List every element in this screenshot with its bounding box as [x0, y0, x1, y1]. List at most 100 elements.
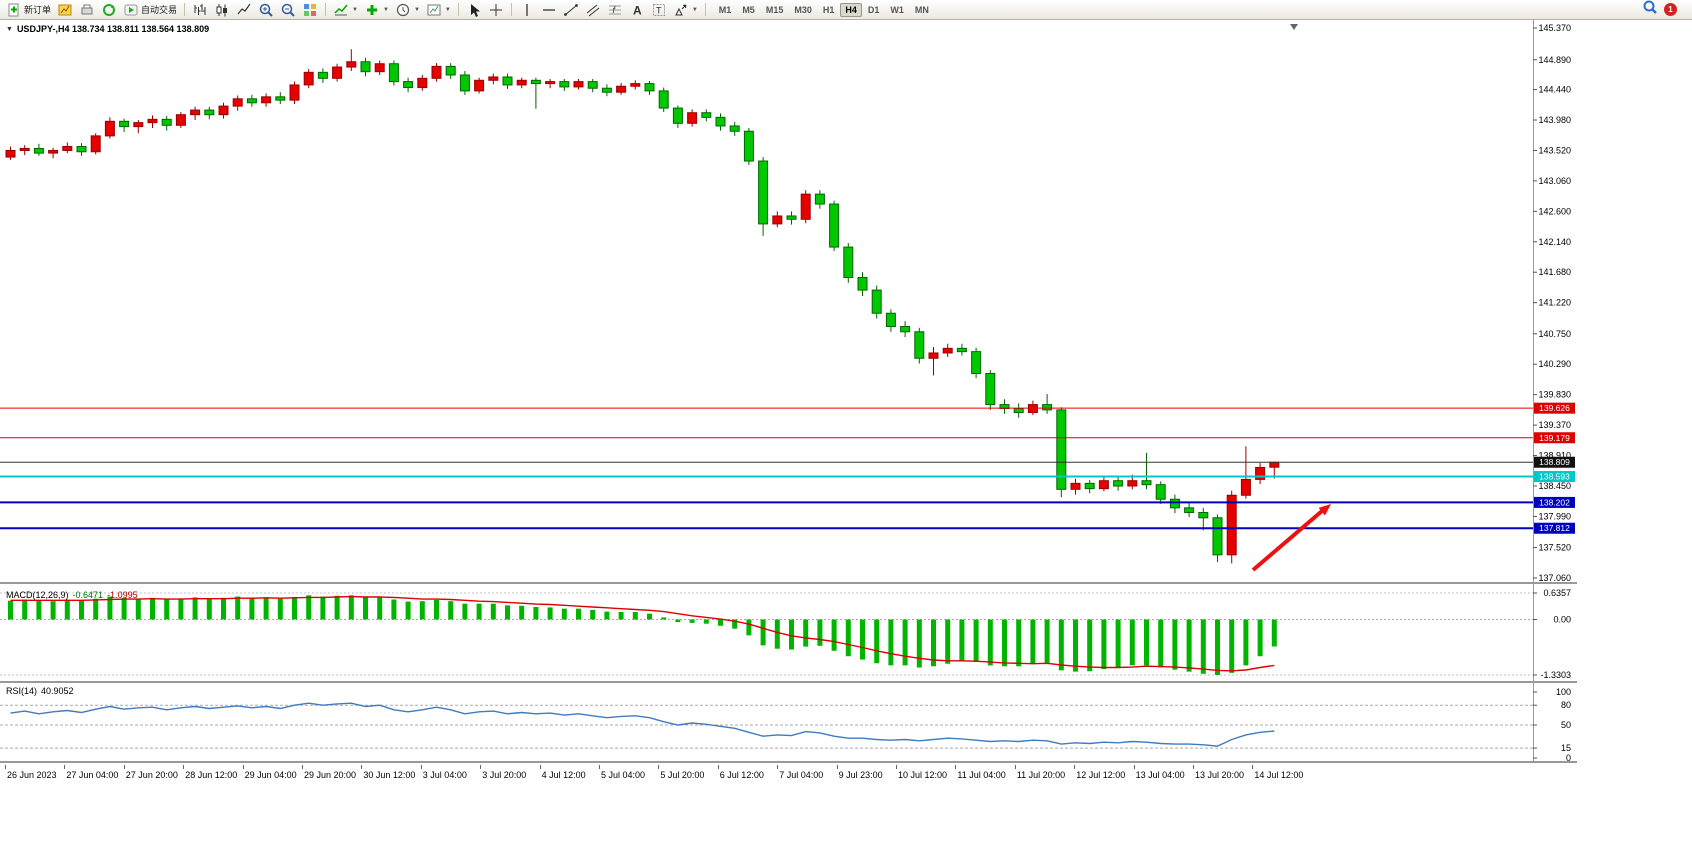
timeframe-H1-button[interactable]: H1 — [822, 4, 835, 15]
caret-down-icon: ▼ — [352, 6, 358, 13]
trend-arrow[interactable] — [1251, 504, 1331, 572]
hline-138.809[interactable]: 138.809 — [0, 456, 1575, 468]
caret-down-icon: ▼ — [413, 6, 420, 13]
channel-button[interactable] — [583, 1, 603, 18]
text-button[interactable]: A — [627, 1, 647, 18]
timeframe-H4-button[interactable]: H4 — [840, 2, 862, 17]
notification-badge[interactable]: 1 — [1664, 3, 1677, 16]
templates-icon — [427, 4, 441, 15]
time-label: 29 Jun 20:00 — [304, 770, 357, 780]
candles — [5, 49, 1280, 564]
timeframe-M5-button[interactable]: M5 — [742, 4, 755, 15]
templates-button[interactable]: ▼ — [424, 1, 453, 18]
time-label: 6 Jul 12:00 — [719, 770, 764, 780]
svg-text:100: 100 — [1556, 687, 1571, 697]
crosshair-button[interactable] — [486, 1, 506, 18]
toolbar-separator — [510, 3, 512, 16]
svg-text:138.202: 138.202 — [1539, 497, 1570, 507]
candlestick-chart-button[interactable] — [212, 1, 232, 18]
zoom-out-icon — [281, 3, 295, 17]
time-tick — [539, 765, 541, 769]
symbol-dropdown-icon[interactable]: ▼ — [6, 25, 13, 33]
line-chart-button[interactable] — [234, 1, 254, 18]
print-button[interactable] — [77, 1, 97, 18]
candlestick-chart-icon — [216, 3, 228, 16]
arrows-icon — [675, 4, 687, 15]
tile-windows-icon — [304, 3, 317, 16]
svg-text:139.370: 139.370 — [1538, 420, 1571, 430]
shift-marker-icon[interactable] — [1290, 24, 1298, 30]
trendline-button[interactable] — [561, 1, 581, 18]
toolbar-separator — [325, 3, 327, 16]
time-label: 5 Jul 04:00 — [601, 770, 646, 780]
new-order-button[interactable]: 新订单 — [4, 1, 53, 18]
cursor-button[interactable] — [464, 1, 484, 18]
search-icon — [1643, 0, 1657, 14]
timeframe-M30-button[interactable]: M30 — [794, 4, 812, 15]
indicators-button[interactable]: ▼ — [331, 1, 360, 18]
charts-window-button[interactable] — [55, 1, 75, 18]
timeframe-M15-button[interactable]: M15 — [765, 4, 784, 15]
time-tick — [1014, 765, 1016, 769]
zoom-out-button[interactable] — [278, 1, 298, 18]
zoom-in-icon — [259, 3, 273, 17]
timeframe-M1-button[interactable]: M1 — [718, 4, 732, 15]
svg-text:139.179: 139.179 — [1539, 433, 1570, 443]
svg-text:A: A — [633, 3, 642, 17]
add-indicator-button[interactable]: ▼ — [362, 1, 391, 18]
timeframe-MN-button[interactable]: MN — [914, 4, 929, 15]
time-axis[interactable]: 26 Jun 2023 27 Jun 04:00 27 Jun 20:00 28 Ju… — [0, 765, 1577, 783]
svg-text:140.750: 140.750 — [1538, 329, 1571, 339]
svg-text:139.830: 139.830 — [1538, 390, 1571, 400]
time-label: 9 Jul 23:00 — [838, 770, 883, 780]
hline-137.812[interactable]: 137.812 — [0, 522, 1575, 534]
refresh-button[interactable] — [99, 1, 119, 18]
svg-text:137.812: 137.812 — [1539, 523, 1570, 533]
svg-text:137.990: 137.990 — [1538, 511, 1571, 521]
chart-title-bar: ▼ USDJPY-,H4 138.734 138.811 138.564 138… — [6, 24, 209, 34]
time-label: 29 Jun 04:00 — [244, 770, 297, 780]
hline-138.202[interactable]: 138.202 — [0, 496, 1575, 508]
svg-text:137.520: 137.520 — [1538, 543, 1571, 553]
autotrade-button[interactable]: 自动交易 — [121, 1, 179, 18]
label-button[interactable]: T — [649, 1, 669, 18]
svg-text:142.140: 142.140 — [1538, 237, 1571, 247]
hline-139.626[interactable]: 139.626 — [0, 402, 1575, 414]
timeframe-D1-button[interactable]: D1 — [867, 4, 880, 15]
time-tick — [302, 765, 303, 769]
bar-chart-button[interactable] — [190, 1, 210, 18]
time-tick — [896, 765, 897, 769]
svg-text:15: 15 — [1561, 743, 1571, 753]
time-label: 10 Jul 12:00 — [898, 770, 948, 780]
fibonacci-button[interactable]: f — [605, 1, 625, 18]
price-chart[interactable]: 145.370 144.890 144.440 143.980 143.520 143.0… — [0, 20, 1577, 764]
search-button[interactable] — [1642, 0, 1658, 20]
price-badge — [1534, 522, 1575, 534]
time-tick — [420, 765, 422, 769]
hline-138.593[interactable]: 138.593 — [0, 471, 1575, 483]
tile-windows-button[interactable] — [300, 1, 320, 18]
svg-text:0.6357: 0.6357 — [1543, 588, 1571, 598]
time-label: 13 Jul 04:00 — [1135, 770, 1185, 780]
hline-139.179[interactable]: 139.179 — [0, 432, 1575, 444]
periods-button[interactable]: ▼ — [393, 1, 422, 18]
text-icon: A — [633, 3, 642, 17]
toolbar: 新订单 自动交易 ▼ ▼ ▼ ▼ f A T ▼ M1 M5 M15 M30 H1 H4 D1 W1 MN 1 — [0, 0, 1692, 20]
arrows-button[interactable]: ▼ — [671, 1, 700, 18]
vertical-line-button[interactable] — [517, 1, 537, 18]
macd-label-bar: MACD(12,26,9) -0.6471 -1.0995 — [6, 590, 138, 600]
refresh-icon — [103, 3, 116, 16]
timeframe-W1-button[interactable]: W1 — [890, 4, 904, 15]
horizontal-line-button[interactable] — [539, 1, 559, 18]
svg-text:141.220: 141.220 — [1538, 298, 1571, 308]
time-label: 11 Jul 20:00 — [1016, 770, 1066, 780]
svg-text:143.980: 143.980 — [1538, 115, 1571, 125]
chart-window: 145.370 144.890 144.440 143.980 143.520 143.0… — [0, 20, 1577, 848]
svg-text:0.00: 0.00 — [1553, 615, 1571, 625]
new-order-icon — [8, 3, 19, 16]
rsi-value: 40.9052 — [41, 686, 74, 696]
print-icon — [81, 4, 93, 14]
zoom-in-button[interactable] — [256, 1, 276, 18]
time-tick — [1074, 765, 1076, 769]
time-label: 4 Jul 12:00 — [541, 770, 586, 780]
